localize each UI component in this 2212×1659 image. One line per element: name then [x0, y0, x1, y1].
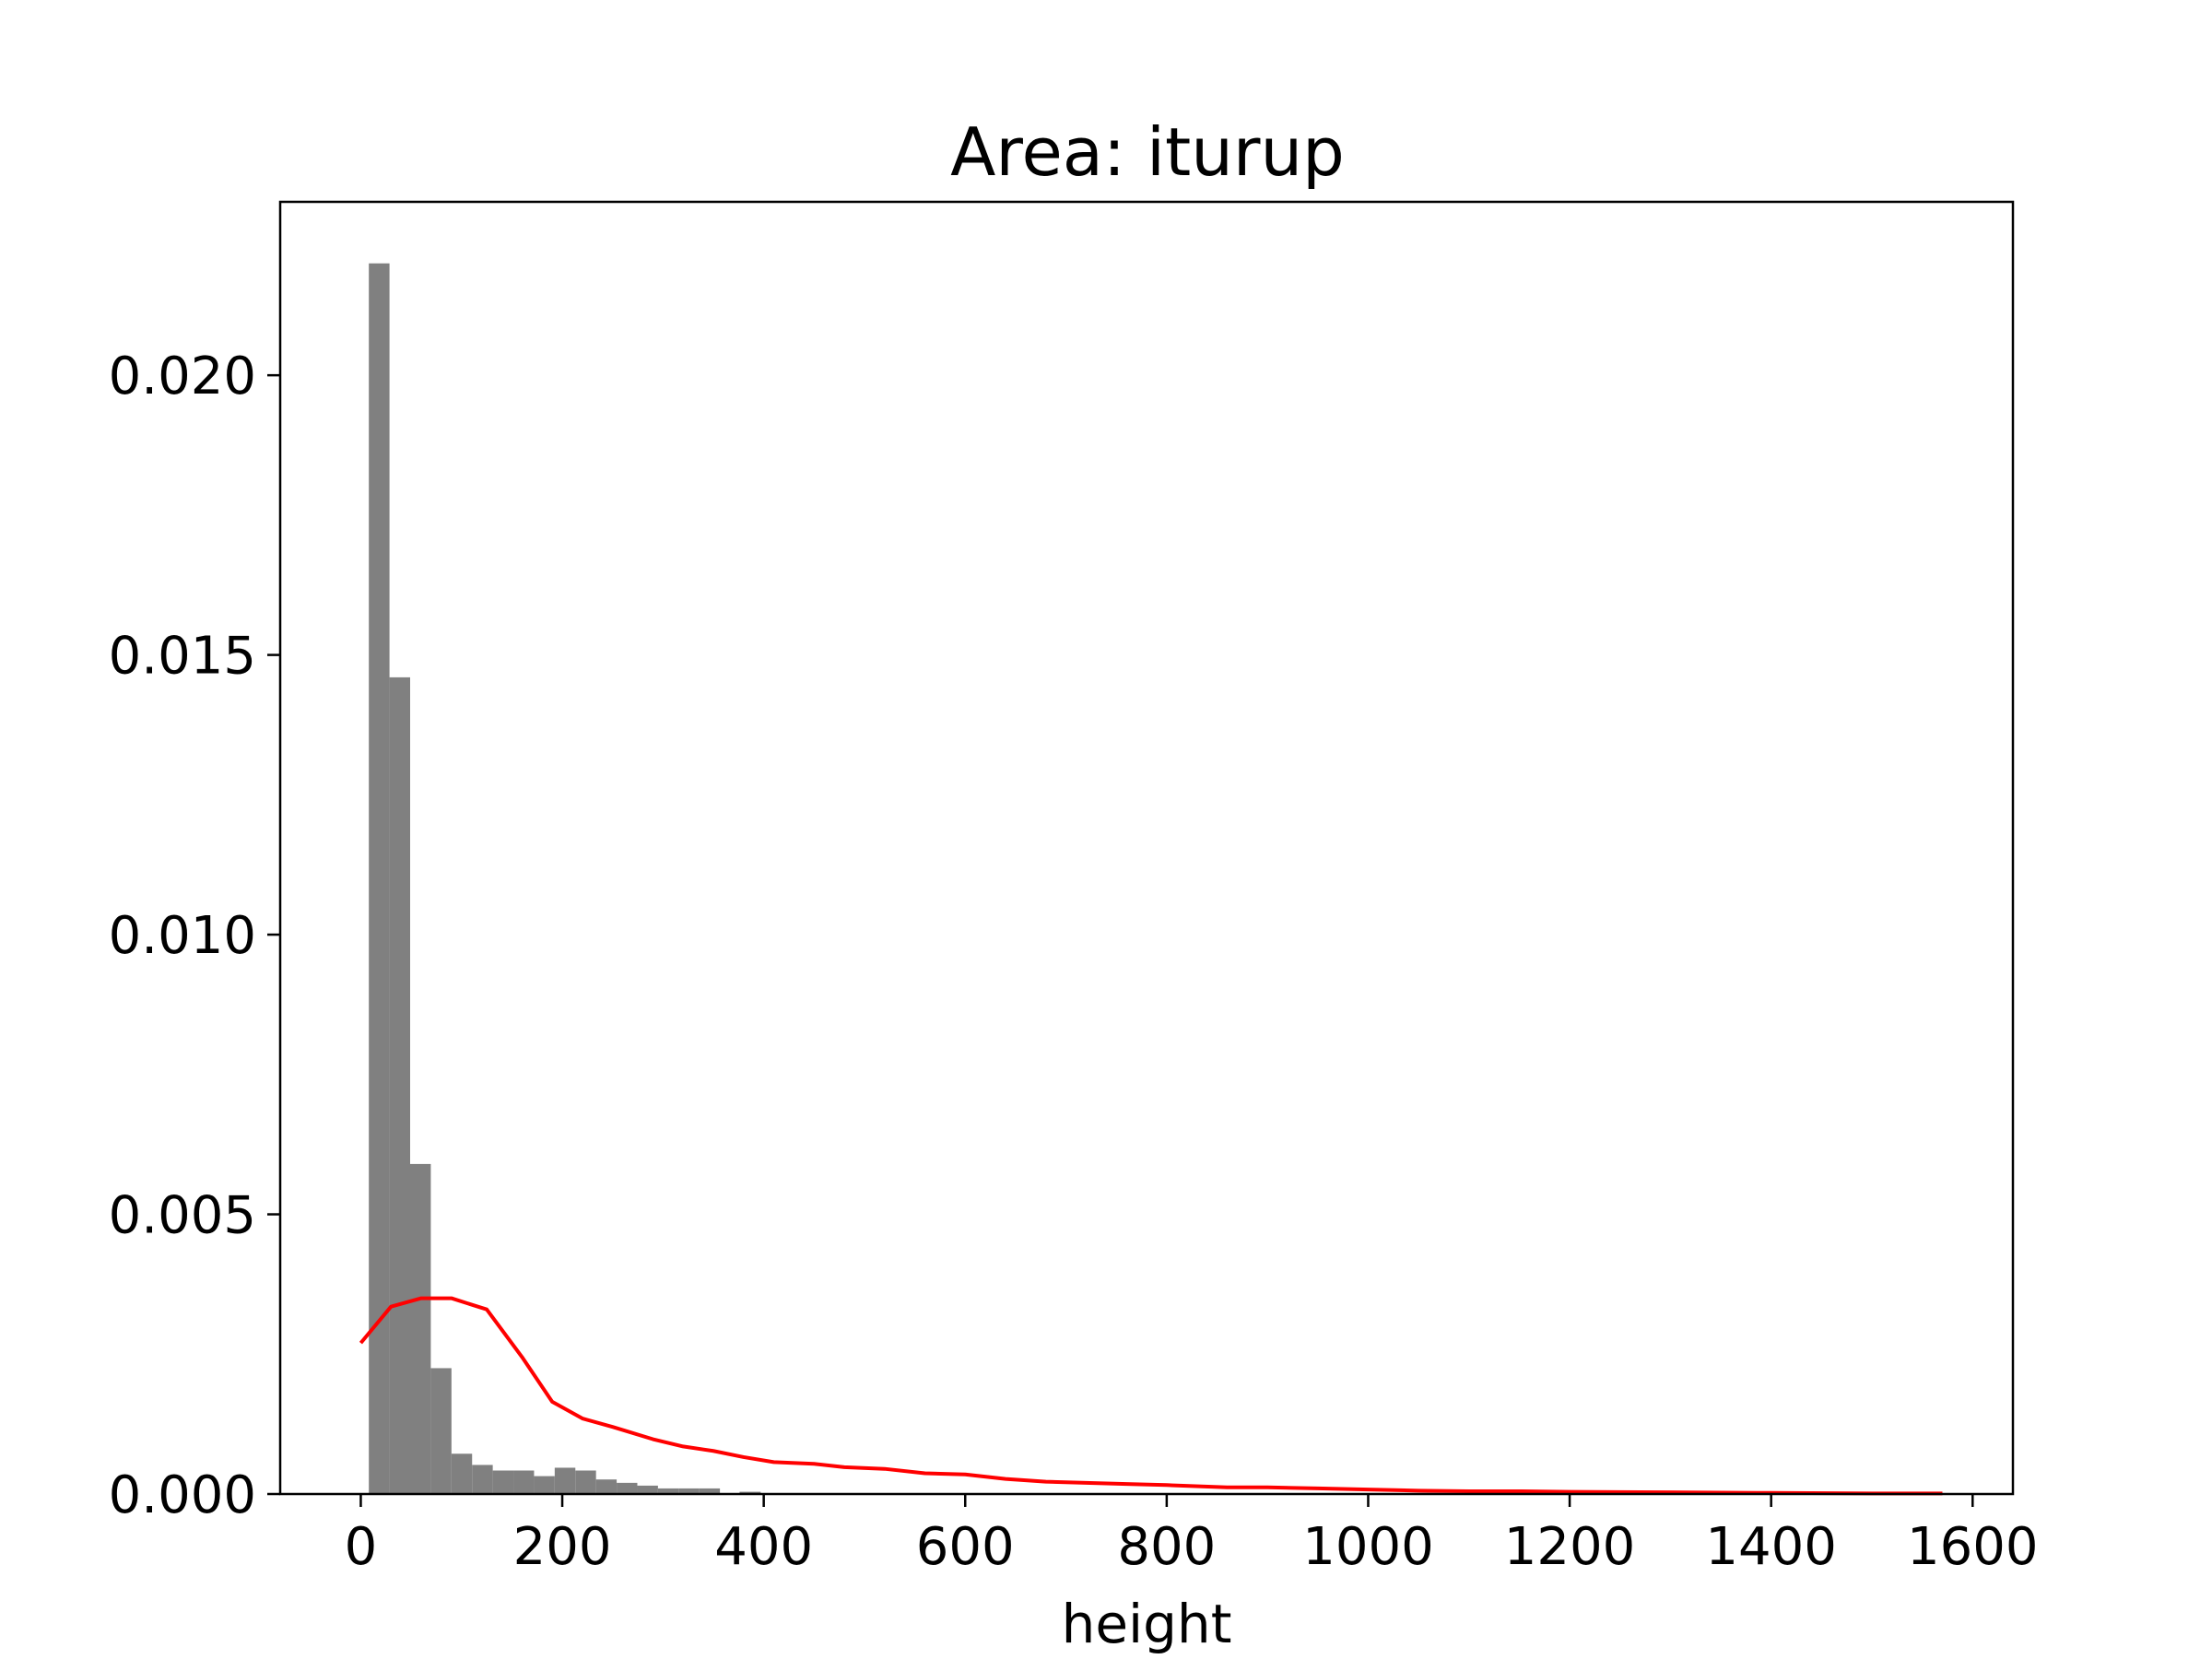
x-tick-label-8: 1600	[1907, 1517, 2039, 1577]
histogram-bar-7	[513, 1470, 535, 1494]
histogram-bar-8	[534, 1476, 555, 1494]
x-tick-label-4: 800	[1117, 1517, 1216, 1577]
histogram-bar-11	[595, 1479, 618, 1494]
histogram-bar-14	[657, 1488, 679, 1494]
density-line-layer	[359, 1296, 1943, 1496]
axis-ticks: 0 200 400 600 800 1000 1200 1400 1600 0.000 0.005 0…	[109, 347, 2039, 1577]
histogram-bar-0	[369, 263, 390, 1494]
x-tick-label-0: 0	[345, 1517, 378, 1577]
histogram-bar-3	[430, 1368, 452, 1494]
y-tick-label-4: 0.020	[109, 347, 256, 406]
histogram-bars	[369, 263, 761, 1494]
histogram-bar-6	[492, 1470, 514, 1494]
x-tick-label-3: 600	[916, 1517, 1015, 1577]
y-tick-label-0: 0.000	[109, 1465, 256, 1525]
histogram-bar-16	[699, 1488, 721, 1494]
y-tick-label-1: 0.005	[109, 1186, 256, 1246]
histogram-bar-10	[575, 1470, 596, 1494]
x-tick-label-2: 400	[714, 1517, 813, 1577]
histogram-bar-1	[389, 677, 410, 1494]
histogram-bar-15	[678, 1488, 700, 1494]
histogram-bar-2	[410, 1163, 431, 1494]
x-tick-label-1: 200	[513, 1517, 612, 1577]
histogram-bar-4	[451, 1453, 473, 1494]
density-line-0	[359, 1296, 1943, 1496]
chart-title: Area: iturup	[950, 113, 1345, 191]
histogram-bar-12	[617, 1482, 638, 1494]
histogram-bar-5	[472, 1465, 493, 1494]
histogram-bar-9	[554, 1467, 576, 1494]
x-tick-label-5: 1000	[1302, 1517, 1434, 1577]
plot-frame	[278, 200, 2015, 1496]
x-tick-label-7: 1400	[1705, 1517, 1837, 1577]
x-axis-label: height	[1062, 1593, 1232, 1655]
histogram-bar-13	[637, 1485, 658, 1494]
y-tick-label-3: 0.015	[109, 627, 256, 687]
y-tick-label-2: 0.010	[109, 906, 256, 966]
x-tick-label-6: 1200	[1504, 1517, 1636, 1577]
